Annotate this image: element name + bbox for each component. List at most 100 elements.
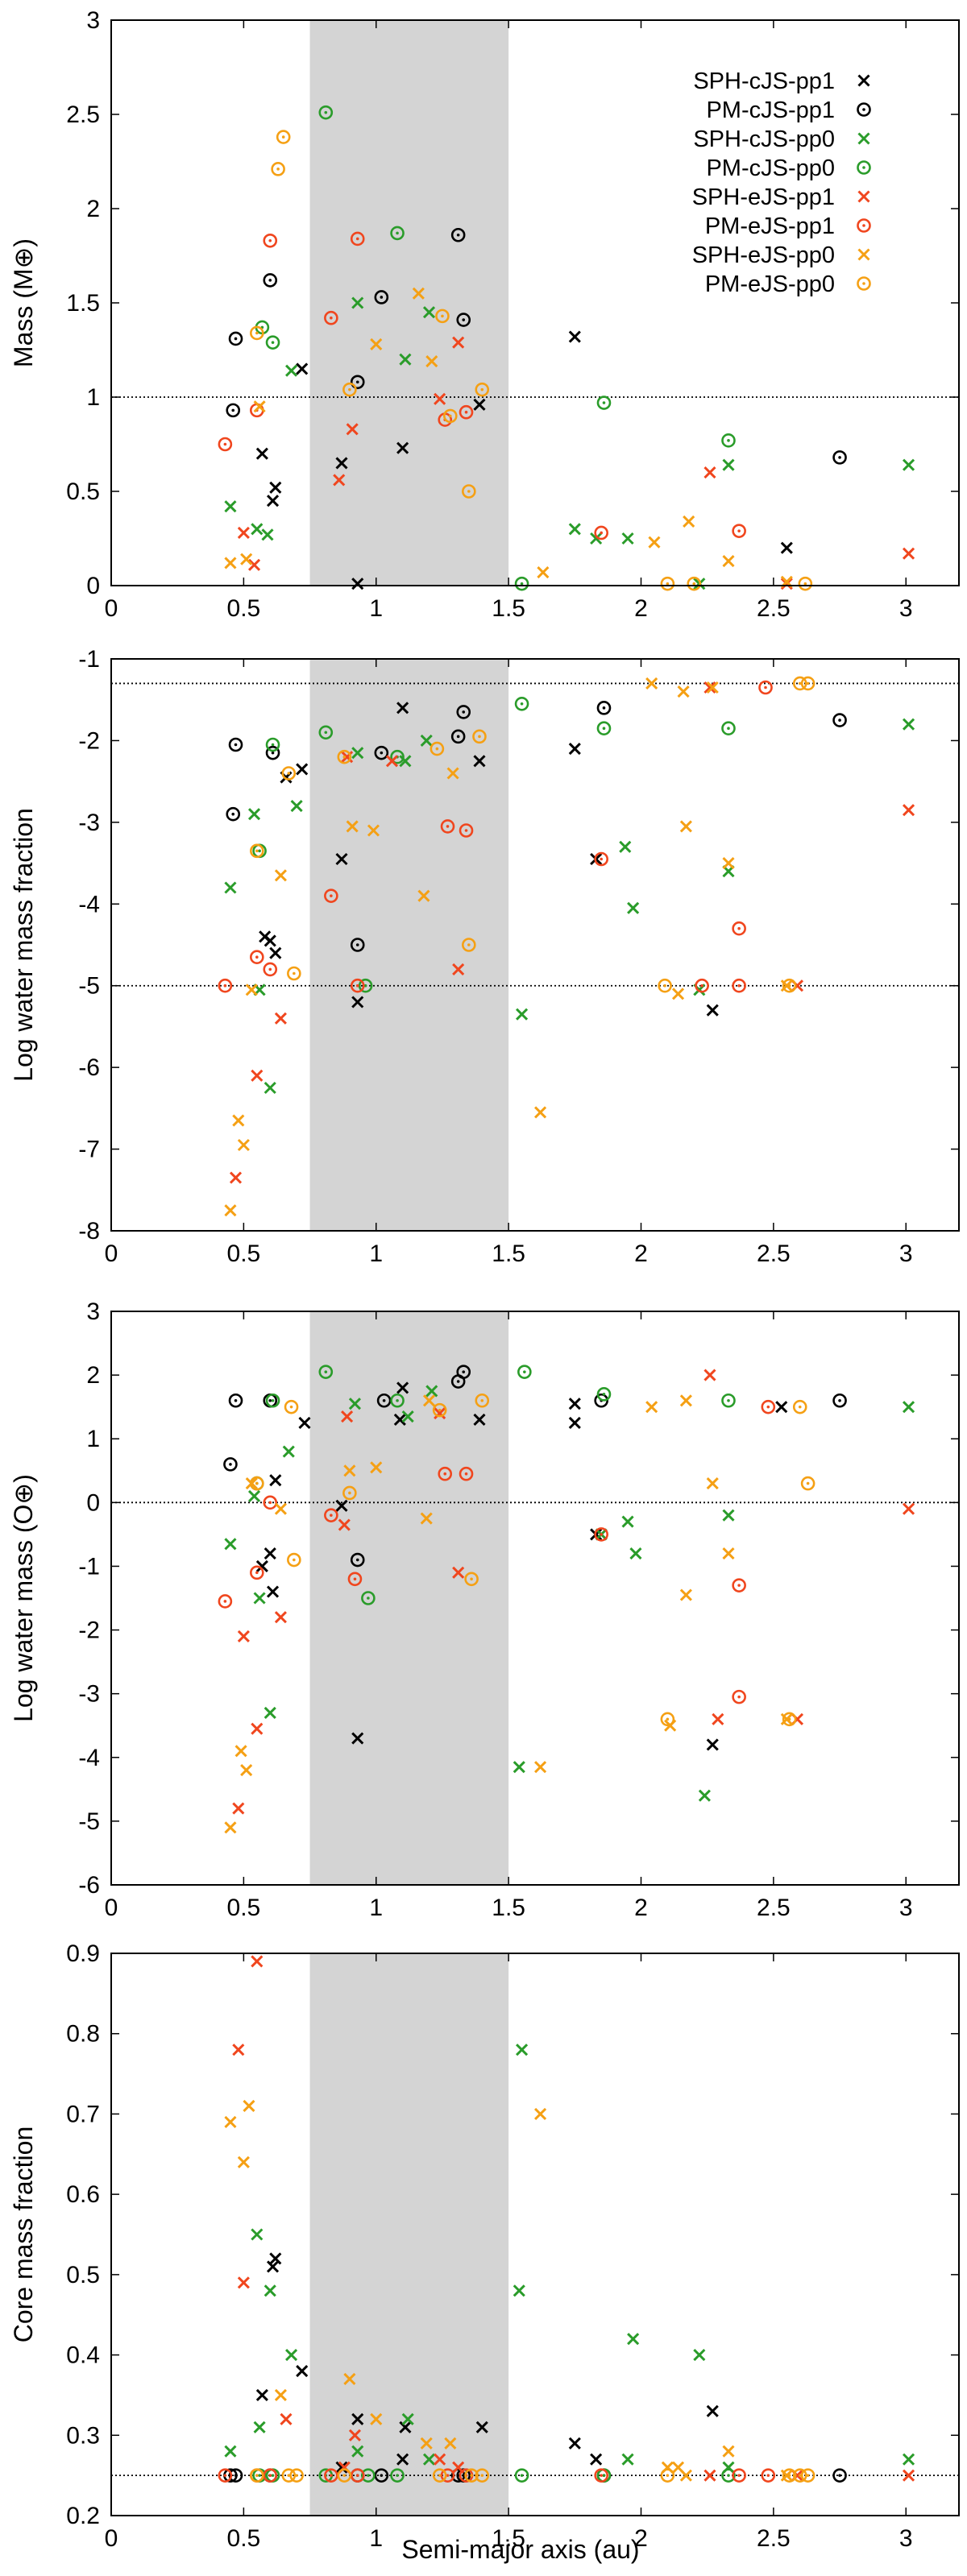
data-point [721,433,736,448]
x-tick-label: 3 [899,1895,913,1921]
data-point [658,978,672,993]
data-point [296,362,309,375]
data-point [255,1559,268,1573]
data-point [261,528,274,541]
y-tick-label: -1 [78,646,100,673]
data-point [253,2421,266,2433]
panel-4: 0 0.5 1 1.5 2 2.5 3 0.2 0.3 0.4 0.5 0.6 0.7 0.8 0.9 Cor… [9,1940,960,2552]
series-PM-eJS-pp0 [250,676,816,993]
data-point [832,1393,847,1408]
data-point [333,474,346,487]
data-point [237,1138,250,1152]
data-point [264,1547,276,1560]
data-point [902,2453,915,2466]
plot-frame [110,658,960,1232]
data-point [226,806,241,822]
data-point [534,1106,547,1119]
data-point [370,338,383,351]
data-point [271,162,285,176]
data-point [782,2468,797,2483]
data-point [412,287,425,300]
y-tick-label: -2 [78,1617,100,1644]
data-point [351,2445,364,2458]
data-point [374,745,389,760]
series-PM-cJS-pp1 [223,2468,847,2483]
legend-label-7: SPH-eJS-pp0 [692,242,835,268]
data-point [269,1474,282,1487]
data-point [351,578,364,590]
data-point [434,2453,446,2466]
data-point [232,2044,245,2056]
data-point [253,1592,266,1605]
series-SPH-cJS-pp1 [255,330,793,590]
data-point [337,2468,352,2483]
y-tick-label: -6 [78,1872,100,1899]
data-point [396,702,409,714]
data-point [464,2468,479,2483]
data-point [475,1393,490,1408]
data-point [671,988,685,1000]
y-tick-label: -4 [78,1745,100,1771]
data-point [422,306,436,319]
data-point [722,555,735,568]
data-point [247,1489,261,1502]
data-point [452,1566,465,1579]
x-tick-label: 2 [634,595,648,622]
data-point [902,718,915,731]
x-tick-label: 2.5 [757,1895,791,1921]
series-PM-eJS-pp0 [250,2468,816,2483]
data-point [237,1630,250,1643]
y-tick-label: 1 [86,1426,100,1452]
legend: SPH-cJS-pp1 PM-cJS-pp1 SPH-cJS-pp0 PM-cJ… [692,68,871,297]
data-point [237,2276,250,2289]
data-point [224,2115,237,2128]
data-point [351,747,364,760]
legend-marker-6 [857,218,871,233]
data-point [800,676,816,691]
data-point [568,330,581,343]
data-point [706,681,719,694]
data-point [232,1802,245,1815]
data-point [648,536,661,549]
series-SPH-cJS-pp1 [255,1381,788,1751]
data-point [263,273,278,288]
data-point [247,808,261,821]
x-tick-label: 0 [105,595,118,622]
y-tick-label: 0.4 [66,2342,100,2369]
data-point [396,441,409,454]
data-point [732,921,746,936]
data-point [722,2445,735,2458]
data-point [342,382,357,397]
data-point [351,2412,364,2425]
data-point [722,1547,735,1560]
y-tick-label: -5 [78,973,100,1000]
data-point [534,1761,547,1774]
data-point [318,105,334,120]
plot-frame [110,1311,960,1886]
y-tick-label: -1 [78,1553,100,1580]
x-tick-label: 2 [634,2525,648,2552]
data-point [703,2469,716,2482]
data-point [832,713,847,727]
data-point [264,934,276,947]
data-point [721,2468,736,2483]
y-tick-label: 2 [86,1362,100,1389]
data-point [660,576,675,591]
data-point [761,1399,776,1414]
plot-frame [110,19,960,586]
data-point [347,1572,363,1587]
data-point [250,843,264,859]
data-point [442,408,458,424]
data-point [902,458,915,471]
x-tick-label: 0.5 [227,1895,261,1921]
data-point [218,978,233,993]
data-point [218,2468,233,2483]
data-point [281,2468,297,2483]
legend-label-3: SPH-cJS-pp0 [693,126,835,152]
x-tick-label: 3 [899,2525,913,2552]
data-point [264,1081,276,1095]
data-point [243,2099,255,2113]
data-point [703,466,716,479]
data-point [732,1578,746,1592]
data-point [422,2453,436,2466]
